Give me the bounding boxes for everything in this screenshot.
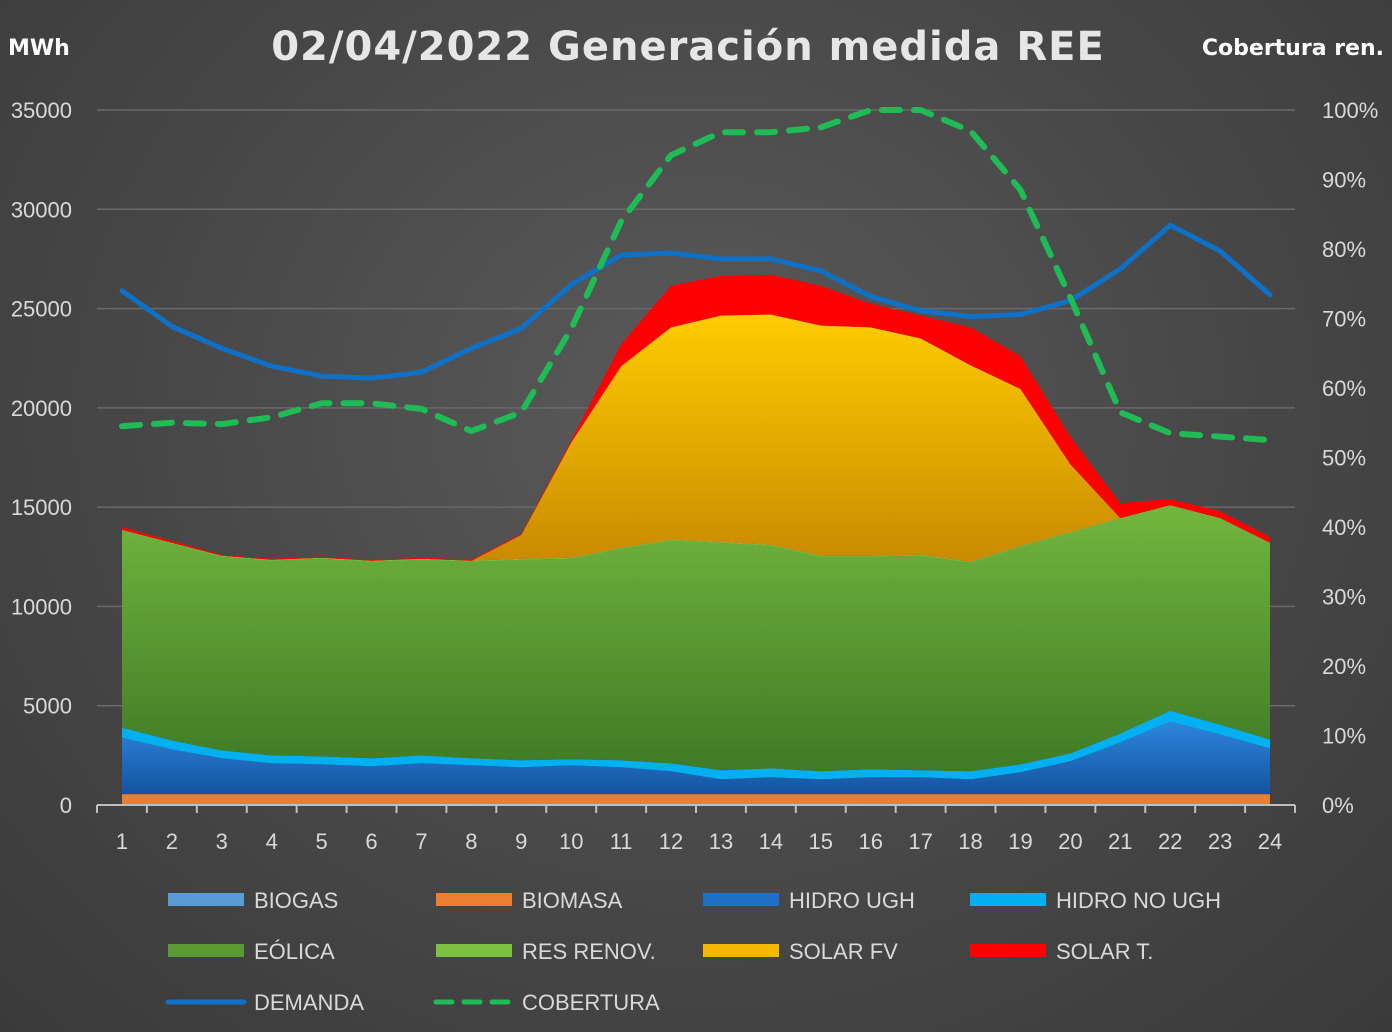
x-tick-label: 3 (216, 829, 228, 854)
area-e-lica (122, 506, 1270, 772)
y2-tick-label: 50% (1322, 446, 1366, 471)
x-tick-label: 13 (709, 829, 733, 854)
legend-swatch-e-lica (168, 944, 244, 957)
x-tick-label: 22 (1158, 829, 1182, 854)
x-tick-label: 19 (1008, 829, 1032, 854)
x-tick-label: 6 (365, 829, 377, 854)
y2-tick-label: 100% (1322, 98, 1378, 123)
legend-label-solar-fv: SOLAR FV (789, 939, 898, 964)
legend-swatch-hidro-ugh (703, 893, 779, 906)
x-tick-label: 18 (958, 829, 982, 854)
legend-label-demanda: DEMANDA (254, 990, 364, 1015)
x-tick-label: 17 (908, 829, 932, 854)
area-solar-t- (122, 274, 1270, 561)
line-layer (119, 107, 1273, 444)
area-hidro-no-ugh (122, 710, 1270, 780)
y-tick-label: 5000 (23, 694, 72, 719)
legend-label-hidro-no-ugh: HIDRO NO UGH (1056, 888, 1221, 913)
legend-label-res-renov-: RES RENOV. (522, 939, 656, 964)
x-tick-label: 9 (515, 829, 527, 854)
x-tick-label: 4 (266, 829, 278, 854)
area-hidro-ugh (122, 721, 1270, 795)
legend-swatch-solar-t- (970, 944, 1046, 957)
x-tick-label: 8 (465, 829, 477, 854)
legend-swatch-biomasa (436, 893, 512, 906)
x-tick-label: 16 (858, 829, 882, 854)
x-tick-label: 12 (659, 829, 683, 854)
area-solar-fv (122, 314, 1270, 562)
x-tick-label: 14 (759, 829, 783, 854)
x-tick-label: 2 (166, 829, 178, 854)
y2-tick-label: 30% (1322, 585, 1366, 610)
legend-label-hidro-ugh: HIDRO UGH (789, 888, 915, 913)
legend-swatch-biogas (168, 893, 244, 906)
y-tick-label: 20000 (11, 396, 72, 421)
x-tick-label: 21 (1108, 829, 1132, 854)
y2-tick-label: 70% (1322, 307, 1366, 332)
x-tick-label: 23 (1208, 829, 1232, 854)
right-unit-label: Cobertura ren. (1202, 36, 1384, 61)
x-tick-label: 15 (809, 829, 833, 854)
y2-tick-label: 90% (1322, 168, 1366, 193)
x-tick-label: 7 (415, 829, 427, 854)
chart-title: 02/04/2022 Generación medida REE (271, 24, 1105, 70)
line-cobertura (119, 107, 1273, 444)
y2-tick-label: 40% (1322, 515, 1366, 540)
y-tick-label: 35000 (11, 98, 72, 123)
y2-tick-label: 80% (1322, 237, 1366, 262)
y2-tick-label: 60% (1322, 376, 1366, 401)
legend-swatch-res-renov- (436, 944, 512, 957)
legend-layer: BIOGAS BIOMASA HIDRO UGH HIDRO NO UGH EÓLICA… (165, 888, 1221, 1015)
left-unit-label: MWh (8, 36, 70, 61)
axis-layer: 0 5000 10000 15000 20000 25000 30000 35000 0% 10%… (11, 98, 1378, 854)
legend-label-biogas: BIOGAS (254, 888, 338, 913)
legend-label-cobertura: COBERTURA (522, 990, 660, 1015)
y2-tick-label: 0% (1322, 793, 1354, 818)
legend-label-solar-t-: SOLAR T. (1056, 939, 1153, 964)
area-layer (122, 274, 1270, 805)
x-tick-label: 5 (316, 829, 328, 854)
area-biomasa (122, 794, 1270, 804)
y2-tick-label: 20% (1322, 654, 1366, 679)
x-tick-label: 24 (1258, 829, 1282, 854)
legend-swatch-solar-fv (703, 944, 779, 957)
legend-label-e-lica: EÓLICA (254, 939, 335, 964)
y-tick-label: 25000 (11, 297, 72, 322)
y-tick-label: 10000 (11, 594, 72, 619)
line-demanda (119, 222, 1273, 381)
x-tick-label: 1 (116, 829, 128, 854)
x-tick-label: 11 (610, 829, 633, 854)
y-tick-label: 15000 (11, 495, 72, 520)
legend-label-biomasa: BIOMASA (522, 888, 623, 913)
legend-swatch-hidro-no-ugh (970, 893, 1046, 906)
y-tick-label: 30000 (11, 197, 72, 222)
y-tick-label: 0 (60, 793, 72, 818)
x-tick-label: 10 (559, 829, 583, 854)
x-tick-label: 20 (1058, 829, 1082, 854)
y2-tick-label: 10% (1322, 724, 1366, 749)
